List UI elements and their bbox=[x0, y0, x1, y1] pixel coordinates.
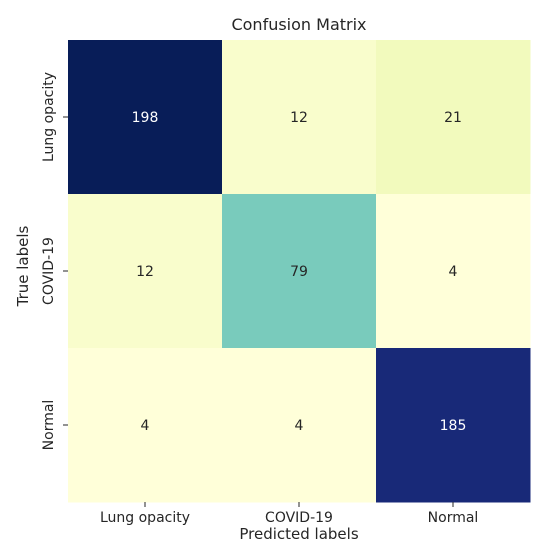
heatmap-cell bbox=[68, 40, 223, 195]
y-tick-label: COVID-19 bbox=[41, 237, 57, 305]
heatmap-cell bbox=[222, 348, 377, 503]
x-axis-ticks: Lung opacity COVID-19 Normal bbox=[100, 502, 478, 526]
x-axis-label: Predicted labels bbox=[239, 525, 358, 543]
heatmap-cell bbox=[68, 194, 223, 349]
chart-title: Confusion Matrix bbox=[231, 15, 366, 34]
heatmap-cell-value: 12 bbox=[290, 110, 308, 126]
y-tick-label: Normal bbox=[41, 400, 57, 451]
x-tick-label: Normal bbox=[428, 510, 479, 526]
heatmap-cell-value: 21 bbox=[444, 110, 462, 126]
heatmap-cell bbox=[376, 348, 531, 503]
heatmap-cell-labels: 198 12 21 12 79 4 4 4 185 bbox=[132, 110, 467, 434]
heatmap-cells bbox=[68, 40, 531, 503]
heatmap-cell-value: 4 bbox=[141, 418, 150, 434]
heatmap-cell-value: 12 bbox=[136, 264, 154, 280]
y-tick-label: Lung opacity bbox=[41, 72, 57, 162]
heatmap-cell-value: 198 bbox=[132, 110, 159, 126]
heatmap-cell-value: 4 bbox=[295, 418, 304, 434]
x-tick-label: Lung opacity bbox=[100, 510, 190, 526]
heatmap-cell bbox=[376, 194, 531, 349]
y-axis-label: True labels bbox=[14, 225, 32, 307]
heatmap-cell-value: 4 bbox=[449, 264, 458, 280]
y-axis-ticks: Lung opacity COVID-19 Normal bbox=[41, 72, 68, 450]
heatmap-cell bbox=[222, 40, 377, 195]
heatmap-cell-value: 185 bbox=[440, 418, 467, 434]
x-tick-label: COVID-19 bbox=[265, 510, 333, 526]
heatmap-cell bbox=[376, 40, 531, 195]
heatmap-cell-value: 79 bbox=[290, 264, 308, 280]
heatmap-cell bbox=[68, 348, 223, 503]
heatmap-cell bbox=[222, 194, 377, 349]
